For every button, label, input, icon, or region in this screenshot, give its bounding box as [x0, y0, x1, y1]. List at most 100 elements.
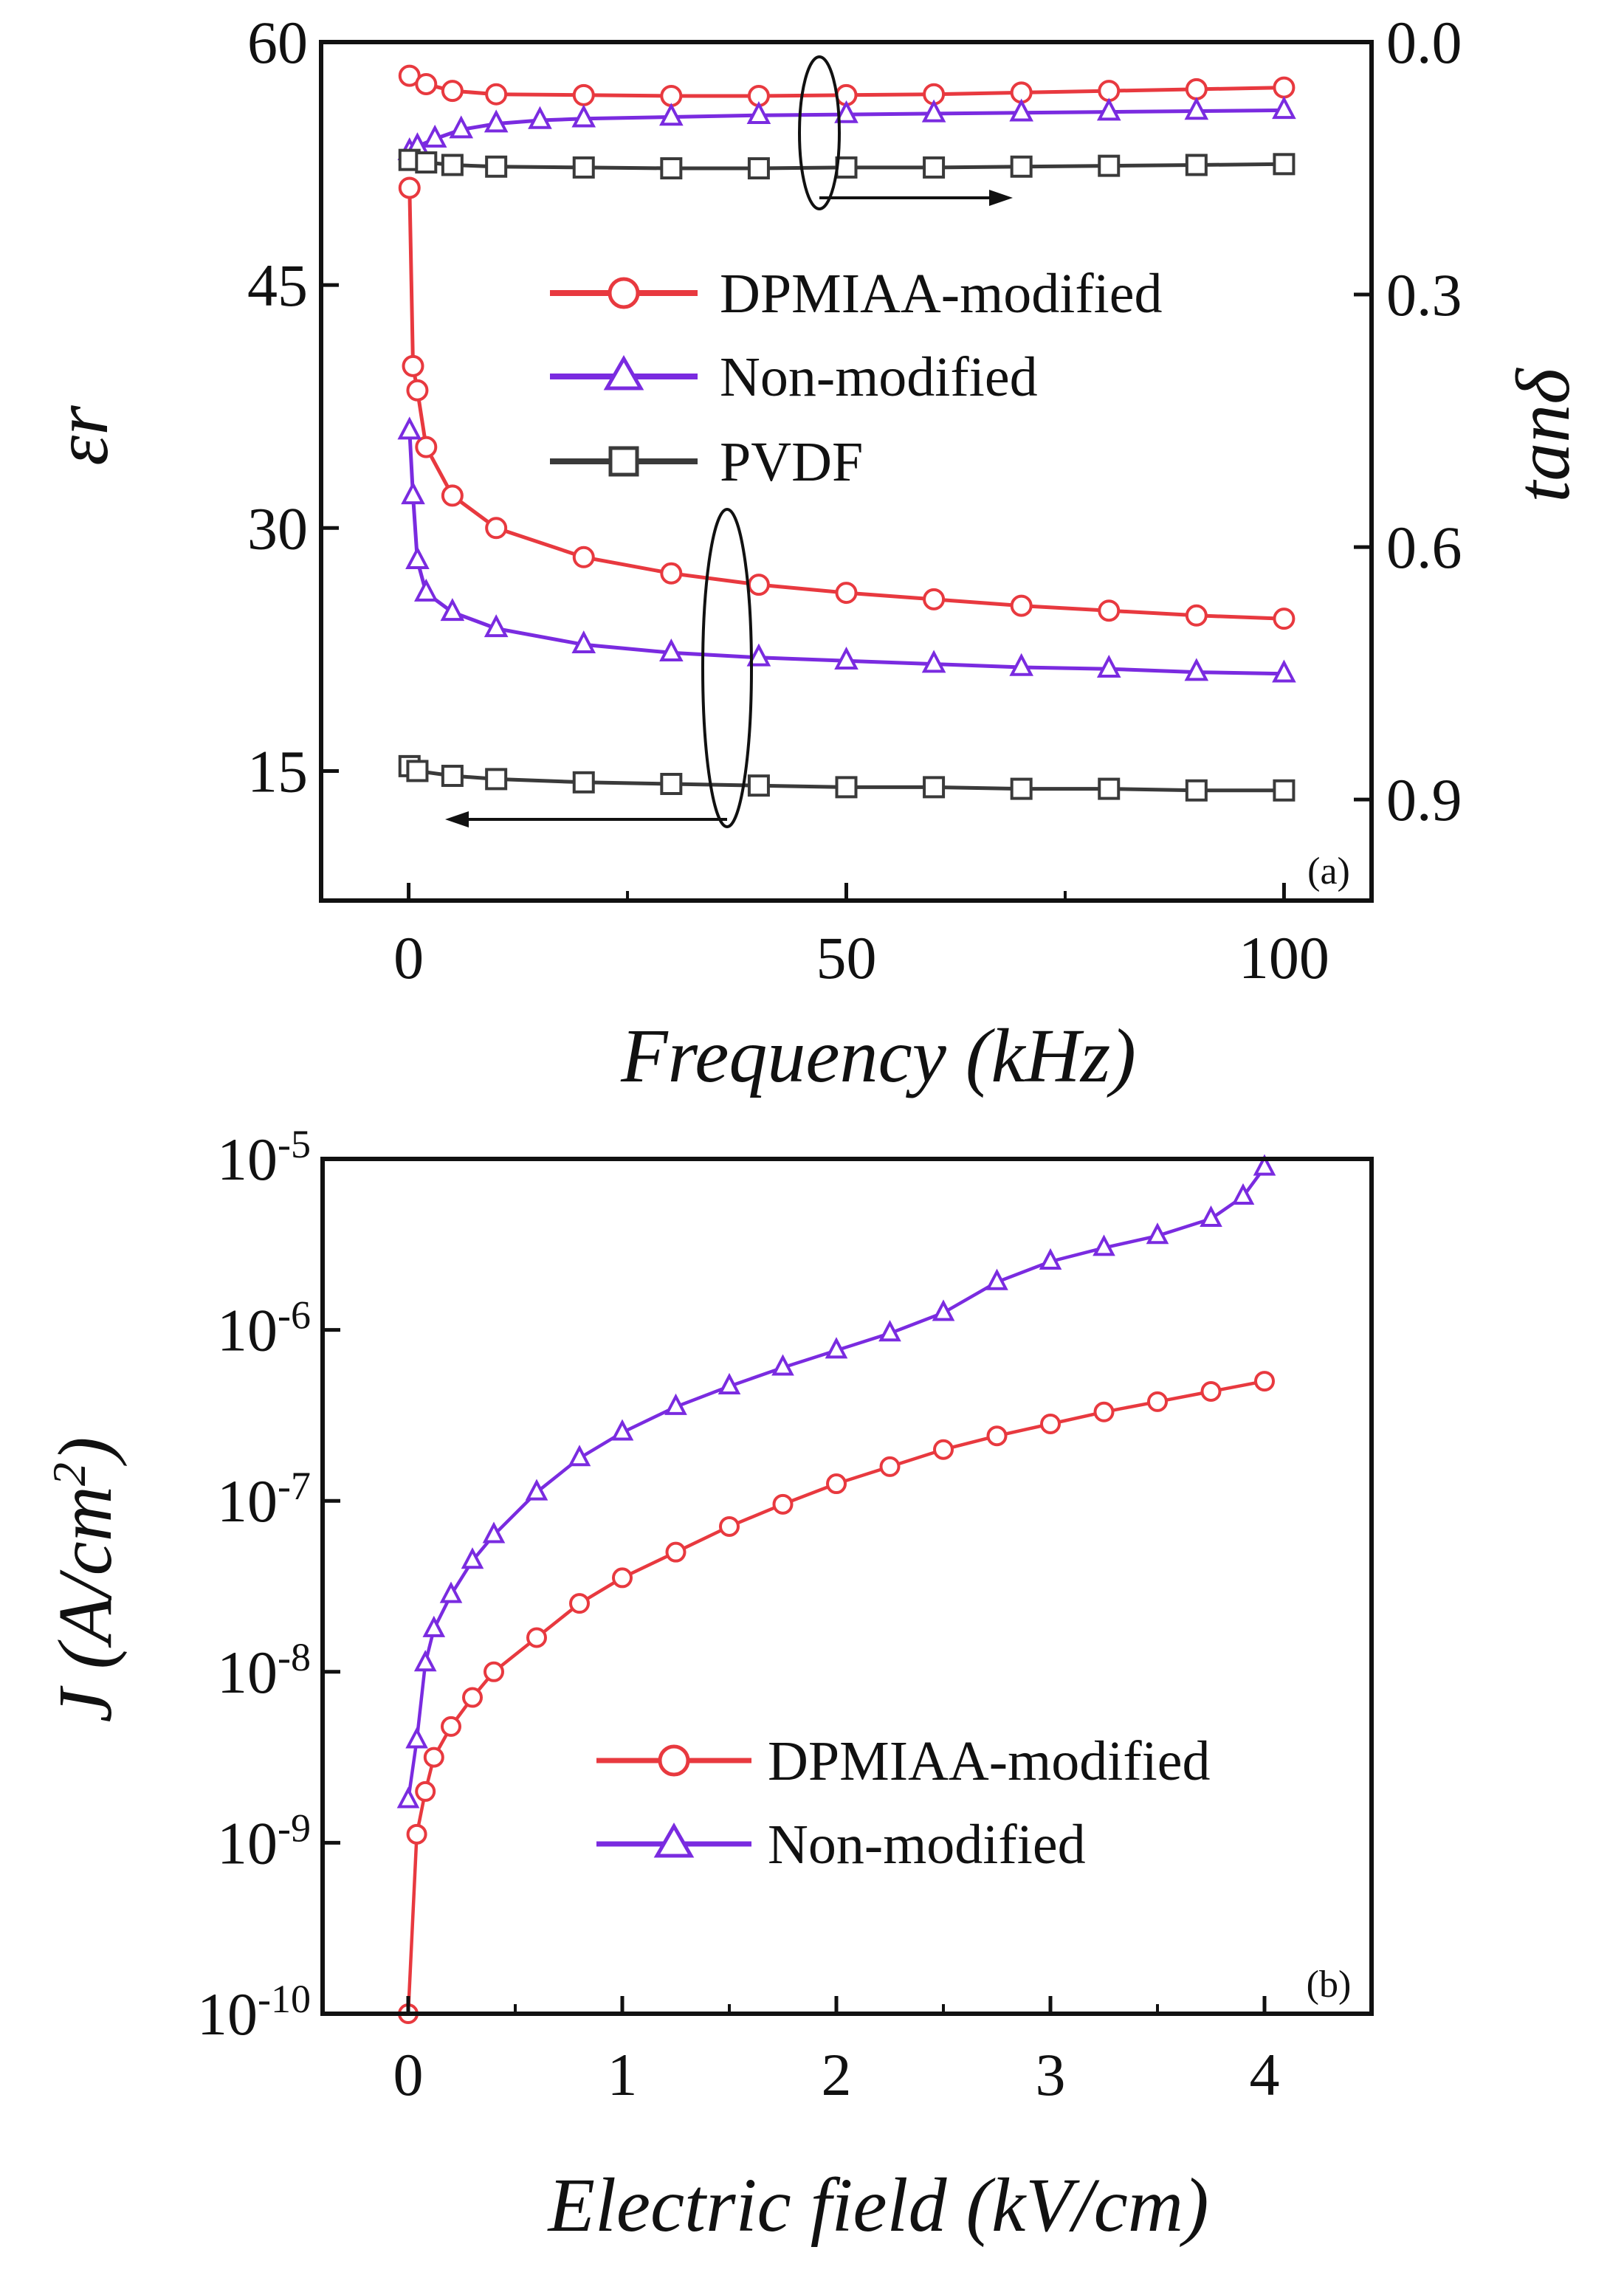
data-point: [413, 578, 438, 602]
data-point: [485, 517, 508, 540]
legend-label-dpmiaa-b: DPMIAA-modified: [768, 1730, 1211, 1792]
data-point: [660, 84, 683, 107]
data-point: [660, 773, 683, 796]
series-dpmiaa-modified-tan: [398, 64, 1296, 107]
data-point: [835, 776, 858, 799]
data-point: [1273, 76, 1296, 99]
y-tick-label: 10-9: [217, 1806, 311, 1876]
left-y-tick-label: 30: [247, 495, 308, 562]
data-point: [923, 776, 946, 799]
data-point: [1098, 80, 1121, 103]
data-point: [1273, 153, 1296, 176]
left-y-tick-label: 45: [247, 252, 308, 319]
data-point: [449, 115, 474, 139]
data-point: [572, 546, 595, 568]
y-tick-exponent: -7: [278, 1464, 311, 1508]
data-point: [834, 100, 859, 123]
data-point: [1253, 1154, 1276, 1176]
data-point: [568, 1445, 591, 1467]
data-point: [826, 1473, 847, 1495]
right-y-tick-label: 0.9: [1386, 766, 1462, 833]
data-point: [1093, 1401, 1115, 1422]
data-point: [1273, 608, 1296, 630]
data-point: [986, 1425, 1008, 1447]
panel-a-legend: DPMIAA-modified Non-modified PVDF: [550, 263, 1163, 493]
data-point: [423, 1747, 444, 1768]
panel-b-frame: [320, 1157, 1374, 2016]
panel-b-x-axis-title: Electric field (kV/cm): [546, 2163, 1208, 2248]
data-point: [1185, 604, 1208, 627]
data-point: [1010, 594, 1033, 617]
permittivity-ellipse: [701, 508, 753, 828]
y-tick-label: 10-6: [217, 1293, 311, 1364]
data-point: [835, 582, 858, 605]
panel-b-y-axis-title: J (A/cm2): [43, 1436, 128, 1722]
data-point: [1039, 1248, 1062, 1270]
right-y-tick-label: 0.6: [1386, 514, 1462, 581]
data-point: [526, 1627, 547, 1648]
data-point: [1184, 658, 1209, 681]
data-point: [985, 1268, 1008, 1290]
data-point: [571, 630, 596, 654]
data-point: [659, 639, 684, 662]
x-tick-label: 100: [1239, 924, 1329, 991]
data-point: [441, 765, 464, 788]
data-point: [834, 646, 859, 670]
data-point: [571, 104, 596, 128]
left-y-tick-label: 60: [247, 9, 308, 76]
data-point: [572, 83, 595, 106]
right-y-tick-label: 0.3: [1386, 261, 1462, 328]
data-point: [747, 157, 770, 180]
data-point: [441, 80, 464, 103]
data-point: [660, 562, 683, 585]
data-point: [525, 1479, 548, 1501]
data-point: [485, 155, 508, 178]
y-tick-exponent: -6: [278, 1293, 311, 1338]
y-tick-exponent: -5: [278, 1122, 311, 1166]
data-point: [1272, 659, 1296, 683]
data-point: [923, 156, 946, 179]
data-point: [1098, 154, 1121, 177]
data-point: [405, 546, 430, 569]
y-tick-exponent: -9: [278, 1806, 311, 1850]
x-tick-label: 4: [1250, 2041, 1280, 2108]
data-point: [1010, 155, 1033, 178]
data-point: [1185, 779, 1208, 802]
legend-item-non-modified: Non-modified: [550, 346, 1038, 408]
legend-label-pvdf: PVDF: [720, 431, 863, 493]
data-point: [1184, 97, 1209, 120]
data-point: [406, 760, 429, 782]
panel-a-right-axis-title: tanδ: [1501, 368, 1586, 503]
data-point: [415, 1780, 436, 1802]
series-non-modified: [396, 1154, 1276, 1809]
data-point: [878, 1320, 901, 1342]
series-line: [406, 1379, 1265, 2014]
y-tick-label: 10-8: [217, 1635, 311, 1706]
x-tick-label: 2: [822, 2041, 852, 2108]
y-tick-label: 10-5: [217, 1122, 311, 1193]
legend-label-non-modified-b: Non-modified: [768, 1814, 1086, 1876]
data-point: [1040, 1413, 1061, 1434]
x-tick-label: 1: [608, 2041, 638, 2108]
data-point: [718, 1372, 741, 1395]
data-point: [396, 1786, 420, 1809]
x-tick-label: 0: [393, 2041, 424, 2108]
data-point: [441, 484, 464, 507]
data-point: [933, 1439, 954, 1460]
data-point: [398, 176, 421, 199]
data-point: [923, 588, 946, 610]
series-non-modified: [397, 416, 1296, 683]
data-point: [405, 1727, 428, 1749]
data-point: [612, 1567, 633, 1589]
data-point: [1272, 96, 1296, 120]
data-point: [921, 650, 946, 673]
data-point: [771, 1354, 794, 1376]
tan-delta-ellipse: [798, 55, 841, 210]
data-point: [441, 154, 464, 176]
data-point: [772, 1493, 794, 1515]
data-point: [1231, 1183, 1255, 1205]
data-point: [402, 354, 424, 377]
data-point: [484, 109, 509, 133]
data-point: [610, 1419, 634, 1441]
data-point: [401, 481, 425, 505]
